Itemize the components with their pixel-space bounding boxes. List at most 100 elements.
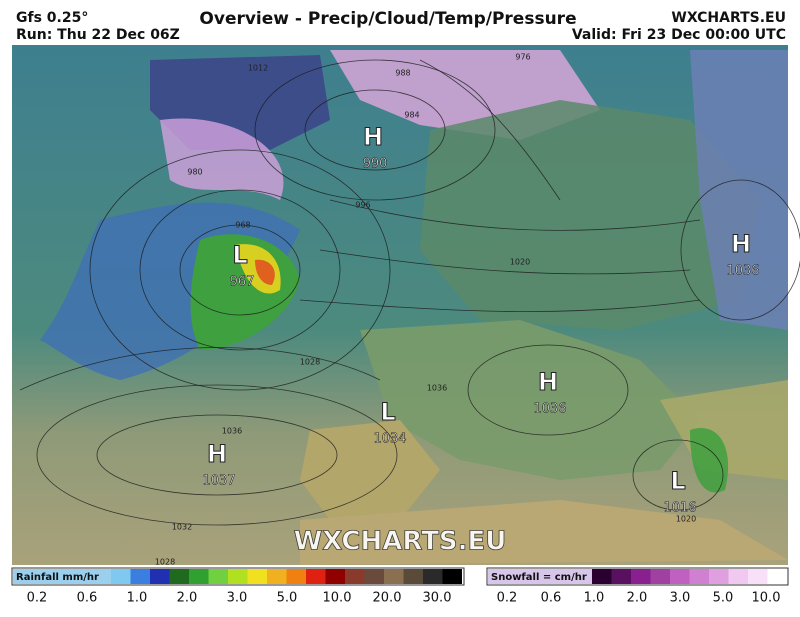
snow-tick-label: 10.0 [752, 591, 781, 606]
run-time: Run: Thu 22 Dec 06Z [16, 27, 180, 43]
pressure-center-value: 1036 [726, 264, 759, 279]
snow-swatch [650, 569, 670, 584]
snow-swatch [611, 569, 631, 584]
pressure-center-value: 1016 [663, 501, 696, 516]
header-background [0, 0, 800, 45]
snow-swatch [767, 569, 787, 584]
rain-tick-label: 30.0 [423, 591, 452, 606]
snow-tick-label: 2.0 [627, 591, 648, 606]
isobar [680, 179, 800, 321]
central-europe [360, 320, 700, 480]
rain-swatch [306, 569, 326, 584]
rain-swatch [403, 569, 423, 584]
rain-swatch [384, 569, 404, 584]
rain-swatches [111, 569, 462, 584]
watermark: WXCHARTS.EU [294, 527, 507, 557]
rain-swatch [442, 569, 462, 584]
rain-swatch [169, 569, 189, 584]
isobar-label: 1012 [248, 64, 268, 73]
rain-title-box [13, 569, 111, 584]
valid-time: Valid: Fri 23 Dec 00:00 UTC [572, 27, 786, 43]
pressure-center-value: 1037 [202, 474, 235, 489]
rain-swatch [345, 569, 365, 584]
pressure-center-type: H [363, 123, 383, 151]
rain-swatch [364, 569, 384, 584]
isobar-label: 984 [404, 111, 419, 120]
isobar [254, 59, 496, 201]
isobar-label: 1032 [172, 523, 192, 532]
rain-tick-label: 3.0 [227, 591, 248, 606]
snow-tick-label: 1.0 [584, 591, 605, 606]
snow-title-box [488, 569, 592, 584]
snow-swatch [689, 569, 709, 584]
pressure-center-type: H [538, 368, 558, 396]
pressure-center-type: H [731, 230, 751, 258]
rain-swatch [189, 569, 209, 584]
isobar [304, 89, 446, 171]
rain-tick-label: 10.0 [323, 591, 352, 606]
isobar-label: 1020 [676, 515, 696, 524]
snow-swatch [709, 569, 729, 584]
isobar [419, 59, 561, 201]
rain-tick-label: 2.0 [177, 591, 198, 606]
low-core-rain [255, 259, 275, 285]
east-cloud [690, 50, 788, 330]
rain-tick-label: 20.0 [373, 591, 402, 606]
pressure-center-type: L [380, 398, 395, 426]
snow-tick-label: 0.6 [541, 591, 562, 606]
isobar [299, 299, 701, 312]
isobar-label: 1020 [510, 258, 530, 267]
isobar [179, 224, 301, 316]
rain-swatch [228, 569, 248, 584]
snow-legend-title: Snowfall = cm/hr [491, 572, 587, 583]
isobar [36, 384, 398, 526]
snow-swatch [748, 569, 768, 584]
pressure-center-value: 1034 [373, 432, 406, 447]
isobar [19, 347, 381, 391]
rain-tick-label: 0.6 [77, 591, 98, 606]
rain-swatch [286, 569, 306, 584]
rain-tick-label: 0.2 [27, 591, 48, 606]
snow-swatch [631, 569, 651, 584]
map-title: Overview - Precip/Cloud/Temp/Pressure [199, 9, 576, 29]
isobar [319, 249, 691, 275]
snow-swatch [728, 569, 748, 584]
isobar-label: 1036 [427, 384, 447, 393]
iberia [300, 420, 440, 520]
rain-legend-title: Rainfall mm/hr [16, 572, 99, 583]
isobar [467, 344, 629, 436]
rain-swatch [247, 569, 267, 584]
isobar [329, 199, 701, 231]
model-name: Gfs 0.25° [16, 10, 88, 26]
snow-band [160, 118, 284, 200]
pressure-center-value: 967 [230, 275, 255, 290]
snow-tick-label: 0.2 [497, 591, 518, 606]
snow-tick-label: 5.0 [713, 591, 734, 606]
isobar-label: 1036 [222, 427, 242, 436]
rain-swatch [267, 569, 287, 584]
isobar [139, 189, 341, 351]
rain-swatch [150, 569, 170, 584]
isobar-label: 1028 [155, 558, 175, 567]
isobar-label: 968 [235, 221, 250, 230]
snow-tick-label: 3.0 [670, 591, 691, 606]
rain-swatch [423, 569, 443, 584]
snow-swatches [592, 569, 787, 584]
scandinavia-russia [420, 100, 760, 330]
rain-swatch [325, 569, 345, 584]
isobar-label: 1028 [300, 358, 320, 367]
isobar-label: 976 [515, 53, 530, 62]
rain-tick-label: 1.0 [127, 591, 148, 606]
north-africa [300, 500, 788, 565]
pressure-center-type: H [207, 440, 227, 468]
pressure-center-value: 1036 [533, 402, 566, 417]
snow-swatch [592, 569, 612, 584]
pressure-center-type: L [232, 241, 247, 269]
isobar [632, 439, 724, 511]
pressure-center-value: 990 [363, 157, 388, 172]
pressure-center-type: L [670, 467, 685, 495]
site-name: WXCHARTS.EU [671, 10, 786, 26]
isobar-label: 988 [395, 69, 410, 78]
